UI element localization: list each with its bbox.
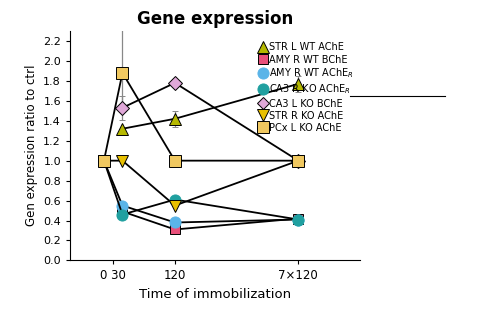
Legend: STR L WT AChE, AMY R WT BChE, AMY R WT AChE$_R$, CA3 R KO AChE$_R$, CA3 L KO BCh: STR L WT AChE, AMY R WT BChE, AMY R WT A… [260, 40, 355, 135]
X-axis label: Time of immobilization: Time of immobilization [139, 288, 291, 301]
Title: Gene expression: Gene expression [137, 10, 293, 28]
Y-axis label: Gen expression ratio to ctrl: Gen expression ratio to ctrl [24, 65, 38, 226]
